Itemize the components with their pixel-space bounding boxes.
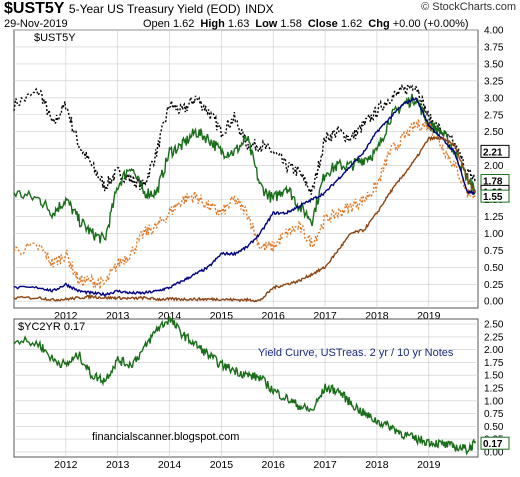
high-label: High [200,18,225,30]
open-label: Open [143,18,170,30]
x-tick-label: 2012 [54,459,78,471]
y-tick-label: 3.00 [484,93,504,104]
y-tick-label: 3.25 [484,76,504,87]
y-tick-label: 0.75 [484,409,504,420]
y-tick-label: 0.25 [484,280,504,291]
y-tick-label: 3.75 [484,42,504,53]
panel-label: $YC2YR 0.17 [18,321,85,333]
series-line-navy [13,96,476,297]
y-tick-label: 2.75 [484,110,504,121]
y-tick-label: 3.50 [484,59,504,70]
y-tick-label: 1.50 [484,371,504,382]
symbol-description: 5-Year US Treasury Yield (EOD) [68,2,241,16]
end-label: 0.17 [483,439,503,450]
panel-label: $UST5Y [34,32,76,44]
y-tick-label: 1.25 [484,384,504,395]
yield-curve-panel: 0.000.250.500.751.001.251.501.752.002.25… [13,316,510,471]
high-value: 1.63 [227,18,250,30]
end-label: 1.55 [483,192,503,203]
x-tick-label: 2016 [262,459,286,471]
x-tick-label: 2014 [158,459,182,471]
low-value: 1.58 [280,18,302,30]
watermark: financialscanner.blogspot.com [92,431,239,443]
open-value: 1.62 [172,18,195,30]
chg-label: Chg [368,18,390,30]
series-line-black-dotted [13,83,477,195]
close-label: Close [307,18,338,30]
x-tick-label: 2019 [417,459,441,471]
end-label-box [480,189,510,203]
low-label: Low [255,18,278,30]
chart-date: 29-Nov-2019 [4,18,68,30]
y-tick-label: 2.25 [484,332,504,343]
y-tick-label: 0.50 [484,422,504,433]
y-tick-label: 2.50 [484,127,504,138]
end-label-box [480,144,510,158]
x-tick-label: 2017 [313,459,337,471]
end-label: 2.21 [483,147,503,158]
y-tick-label: 0.00 [484,297,504,308]
symbol: $UST5Y [4,0,65,17]
y-tick-label: 0.50 [484,263,504,274]
y-tick-label: 2.00 [484,161,504,172]
y-tick-label: 0.75 [484,246,504,257]
y-tick-label: 2.00 [484,345,504,356]
x-tick-label: 2018 [365,459,389,471]
y-tick-label: 1.00 [484,229,504,240]
y-tick-label: 4.00 [484,26,504,37]
curve-annotation: Yield Curve, USTreas. 2 yr / 10 yr Notes [258,347,454,359]
price-panel: 0.000.250.500.751.001.251.501.752.002.25… [13,26,510,322]
end-label: 1.78 [483,177,503,188]
ohlc-readout: Open 1.62 High 1.63 Low 1.58 Close 1.62 Chg … [143,18,469,30]
credit: © StockCharts.com [421,1,516,13]
exchange: INDX [245,2,274,16]
plot-frame [13,29,479,309]
chart-title: $UST5Y 5-Year US Treasury Yield (EOD) IN… [4,0,274,18]
end-label-box [480,436,510,450]
y-tick-label: 2.50 [484,320,504,331]
y-tick-label: 0.00 [484,447,504,458]
close-value: 1.62 [340,18,363,30]
series-line-orange-dotted [13,119,477,290]
x-tick-label: 2015 [210,459,234,471]
y-tick-label: 1.75 [484,358,504,369]
series-line-yield-curve [13,316,477,456]
series-line-brown [13,135,477,303]
y-tick-label: 1.00 [484,396,504,407]
x-tick-label: 2013 [106,459,130,471]
chg-value: +0.00 (+0.00%) [392,18,469,30]
y-tick-label: 1.25 [484,212,504,223]
